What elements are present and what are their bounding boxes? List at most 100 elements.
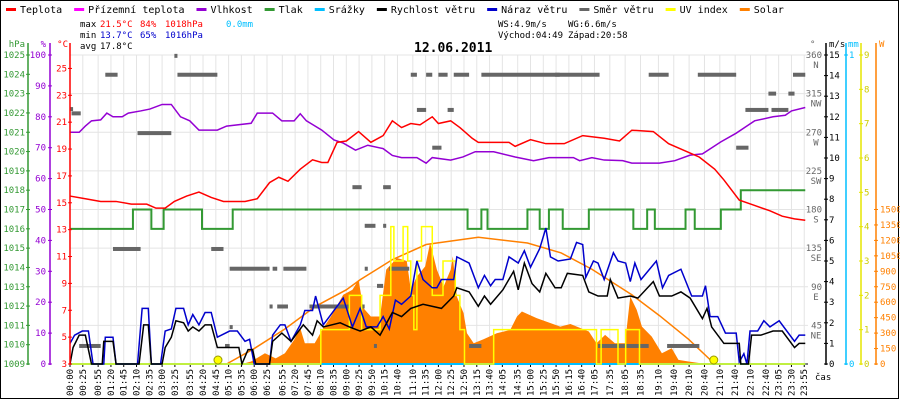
direction-tick-label: 180 (806, 206, 822, 216)
wind-direction-mark (598, 343, 649, 348)
direction-compass-label: NE (811, 331, 822, 341)
wind-direction-mark (225, 343, 230, 348)
pressure-tick-label: 1025 (3, 51, 25, 61)
wind-direction-mark (373, 343, 377, 348)
x-tick-label: 02:10 (133, 369, 143, 396)
wind-direction-mark (555, 72, 600, 77)
wind-direction-mark (229, 266, 270, 271)
uv-tick-label: 4 (864, 223, 869, 233)
pressure-tick-label: 1011 (3, 321, 25, 331)
x-axis-label: čas (815, 372, 831, 383)
humidity-tick-label: 30 (35, 267, 46, 277)
sun-marker (213, 355, 223, 365)
solar-tick-label: 450 (880, 314, 896, 324)
wind-direction-mark (377, 283, 384, 288)
uv-tick-label: 5 (864, 188, 869, 198)
wind-direction-mark (389, 266, 410, 271)
wind-direction-mark (667, 343, 700, 348)
humidity-tick-label: 100 (30, 51, 46, 61)
temperature-tick-label: 25 (56, 64, 67, 74)
wind-direction-mark (410, 72, 417, 77)
x-tick-label: 21:10 (716, 369, 726, 396)
x-tick-label: 15:00 (527, 369, 537, 396)
x-tick-label: 03:55 (186, 369, 196, 396)
x-tick-label: 18:35 (637, 369, 647, 396)
pressure-tick-label: 1009 (3, 360, 25, 370)
legend-swatch (314, 8, 325, 11)
solar-tick-label: 1200 (880, 236, 900, 246)
x-tick-label: 13:15 (473, 369, 483, 396)
sun-marker (709, 355, 719, 365)
wind-direction-mark (70, 107, 74, 112)
humidity-tick-label: 90 (35, 82, 46, 92)
direction-compass-label: W (813, 138, 819, 148)
stat-wind-speed: WS:4.9m/s (498, 20, 547, 30)
x-tick-label: 12:25 (447, 369, 457, 396)
x-tick-label: 22:40 (762, 369, 772, 396)
direction-compass-label: SW (811, 177, 822, 187)
wind-tick-label: 13 (829, 92, 840, 102)
pressure-tick-label: 1022 (3, 109, 25, 119)
wind-direction-mark (71, 111, 81, 116)
temperature-tick-label: 13 (56, 226, 67, 236)
x-tick-label: 17:35 (606, 369, 616, 396)
series-lines (69, 103, 806, 367)
stat-min-press: 1016hPa (165, 31, 203, 41)
temperature-tick-label: 21 (56, 118, 67, 128)
wind-direction-mark (277, 304, 288, 309)
x-tick-label: 02:35 (145, 369, 155, 396)
temperature-tick-label: 15 (56, 199, 67, 209)
wind-direction-mark (736, 145, 749, 150)
wind-direction-mark (768, 91, 777, 96)
solar-tick-label: 750 (880, 283, 896, 293)
x-tick-label: 11:10 (409, 369, 419, 396)
x-tick-label: 16:40 (578, 369, 588, 396)
direction-axis-unit: ° (810, 40, 815, 50)
pressure-tick-label: 1015 (3, 244, 25, 254)
axes: hPa1009101010111012101310141015101610171… (3, 40, 900, 370)
wind-tick-label: 8 (829, 195, 834, 205)
wind-gust-line (69, 227, 806, 365)
pressure-tick-label: 1018 (3, 186, 25, 196)
x-tick-label: 06:25 (263, 369, 273, 396)
legend-swatch (196, 8, 207, 11)
wind-direction-mark (481, 72, 560, 77)
uv-tick-label: 0 (864, 360, 869, 370)
legend-label: UV index (680, 5, 728, 16)
x-tick-label: 23:05 (775, 369, 785, 396)
x-tick-label: 09:25 (355, 369, 365, 396)
stat-min-label: min (80, 31, 96, 41)
pressure-tick-label: 1016 (3, 225, 25, 235)
wind-direction-mark (352, 185, 362, 190)
x-tick-label: 22:10 (747, 369, 757, 396)
solar-layer (226, 236, 716, 365)
solar-tick-label: 0 (880, 360, 885, 370)
x-tick-label: 20:10 (685, 369, 695, 396)
direction-tick-label: 225 (806, 167, 822, 177)
x-tick-label: 05:10 (225, 369, 235, 396)
x-tick-label: 19:10 (654, 369, 664, 396)
wind-direction-mark (383, 185, 391, 190)
wind-direction-mark (364, 266, 368, 271)
legend-label: Tlak (279, 5, 303, 16)
uv-tick-label: 7 (864, 120, 869, 130)
pressure-tick-label: 1017 (3, 206, 25, 216)
legend-swatch (6, 8, 16, 11)
x-tick-label: 09:50 (368, 369, 378, 396)
stat-max-rain: 0.0mm (226, 20, 253, 30)
wind-direction-mark (174, 53, 178, 58)
wind-speed-line (69, 260, 806, 367)
x-tick-label: 00:25 (79, 369, 89, 396)
legend-swatch (74, 8, 85, 11)
wind-direction-mark (137, 131, 172, 136)
solar-clear-sky-line (226, 236, 716, 365)
humidity-axis-unit: % (41, 40, 47, 50)
x-tick-label: 23:30 (787, 369, 797, 396)
stat-avg-temp: 17.8°C (100, 42, 133, 52)
pressure-tick-label: 1012 (3, 302, 25, 312)
solar-area (241, 242, 709, 364)
x-tick-label: 03:00 (158, 369, 168, 396)
legend: Teplota Přízemní teplota Vlhkost Tlak Srážky… (6, 4, 784, 16)
x-tick-label: 14:05 (498, 369, 508, 396)
